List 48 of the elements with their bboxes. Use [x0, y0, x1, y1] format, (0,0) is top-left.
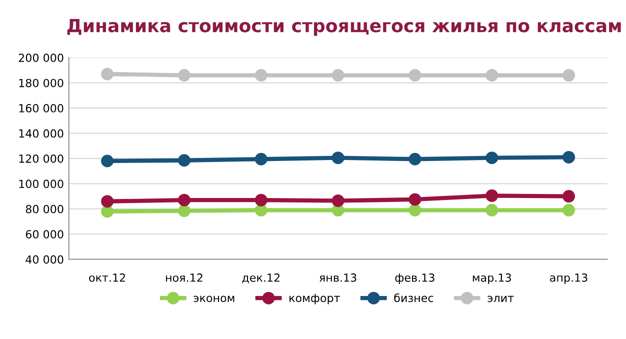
point: [408, 69, 422, 82]
point: [332, 152, 344, 164]
point: [101, 154, 114, 168]
x-tick-label: фев.13: [395, 273, 434, 284]
point: [408, 204, 422, 216]
point: [254, 69, 268, 82]
y-tick-label: 80 000: [26, 204, 64, 214]
legend-label: эконом: [194, 296, 234, 302]
y-tick-label: 160 000: [19, 104, 64, 112]
legend-label: элит: [488, 296, 514, 302]
point: [178, 154, 190, 167]
x-tick-label: окт.12: [89, 273, 126, 282]
legend-label: комфорт: [290, 294, 340, 304]
point: [486, 204, 498, 216]
point: [408, 152, 422, 166]
y-tick-label: 100 000: [19, 180, 64, 188]
point: [101, 195, 114, 208]
point: [562, 69, 576, 82]
point: [562, 190, 576, 203]
point: [178, 194, 190, 206]
y-tick-label: 40 000: [26, 255, 64, 264]
y-tick-label: 120 000: [19, 154, 64, 163]
point: [101, 68, 114, 80]
x-tick-label: янв.13: [320, 273, 356, 282]
y-tick-label: 140 000: [19, 129, 64, 138]
point: [486, 152, 498, 164]
point: [254, 194, 268, 206]
point: [562, 150, 576, 164]
x-tick-label: дек.12: [242, 273, 280, 284]
y-tick-label: 200 000: [18, 54, 64, 62]
legend-label: бизнес: [394, 293, 434, 302]
y-tick-label: 180 000: [19, 78, 64, 88]
point: [178, 69, 190, 82]
point: [332, 194, 344, 207]
point: [101, 205, 114, 218]
point: [486, 189, 498, 202]
x-tick-label: мар.13: [472, 273, 511, 284]
point: [332, 69, 344, 82]
y-tick-label: 60 000: [26, 230, 64, 238]
point: [178, 204, 190, 218]
point: [486, 69, 498, 82]
point: [408, 193, 422, 206]
chart-title: Динамика стоимости строящегося жилья по классам: [67, 18, 621, 36]
point: [254, 152, 268, 166]
point: [562, 204, 576, 216]
x-tick-label: ноя.12: [166, 273, 202, 282]
x-tick-label: апр.13: [550, 273, 588, 284]
point: [254, 204, 268, 216]
